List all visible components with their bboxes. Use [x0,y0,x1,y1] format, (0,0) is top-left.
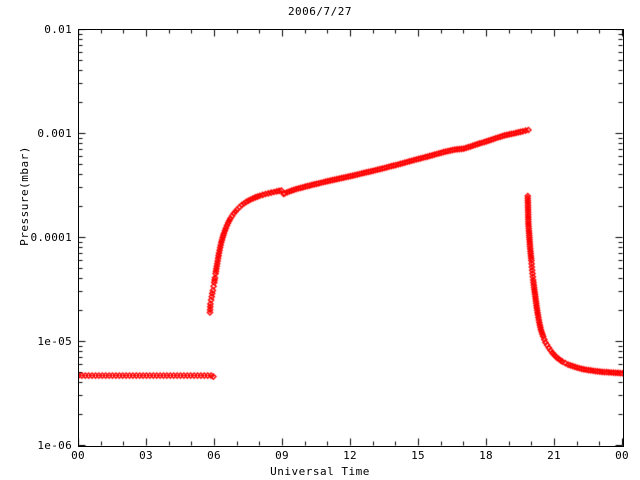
x-axis-title: Universal Time [270,465,370,478]
x-tick-label: 06 [207,449,221,462]
y-tick-label: 0.001 [37,127,72,140]
y-tick-label: 1e-05 [37,335,72,348]
x-tick-label: 18 [479,449,493,462]
y-tick-label: 0.01 [44,23,72,36]
plot-canvas [78,29,623,446]
x-tick-label: 15 [411,449,425,462]
x-tick-label: 00 [615,449,629,462]
y-axis-tick-labels: 0.01 0.001 0.0001 1e-05 1e-06 [0,0,72,480]
plot-frame [78,29,624,447]
x-tick-label: 12 [343,449,357,462]
y-tick-label: 1e-06 [37,439,72,452]
x-tick-label: 00 [71,449,85,462]
x-tick-label: 03 [139,449,153,462]
page-title: 2006/7/27 [287,5,353,18]
x-tick-label: 21 [547,449,561,462]
y-tick-label: 0.0001 [30,231,72,244]
x-tick-label: 09 [275,449,289,462]
